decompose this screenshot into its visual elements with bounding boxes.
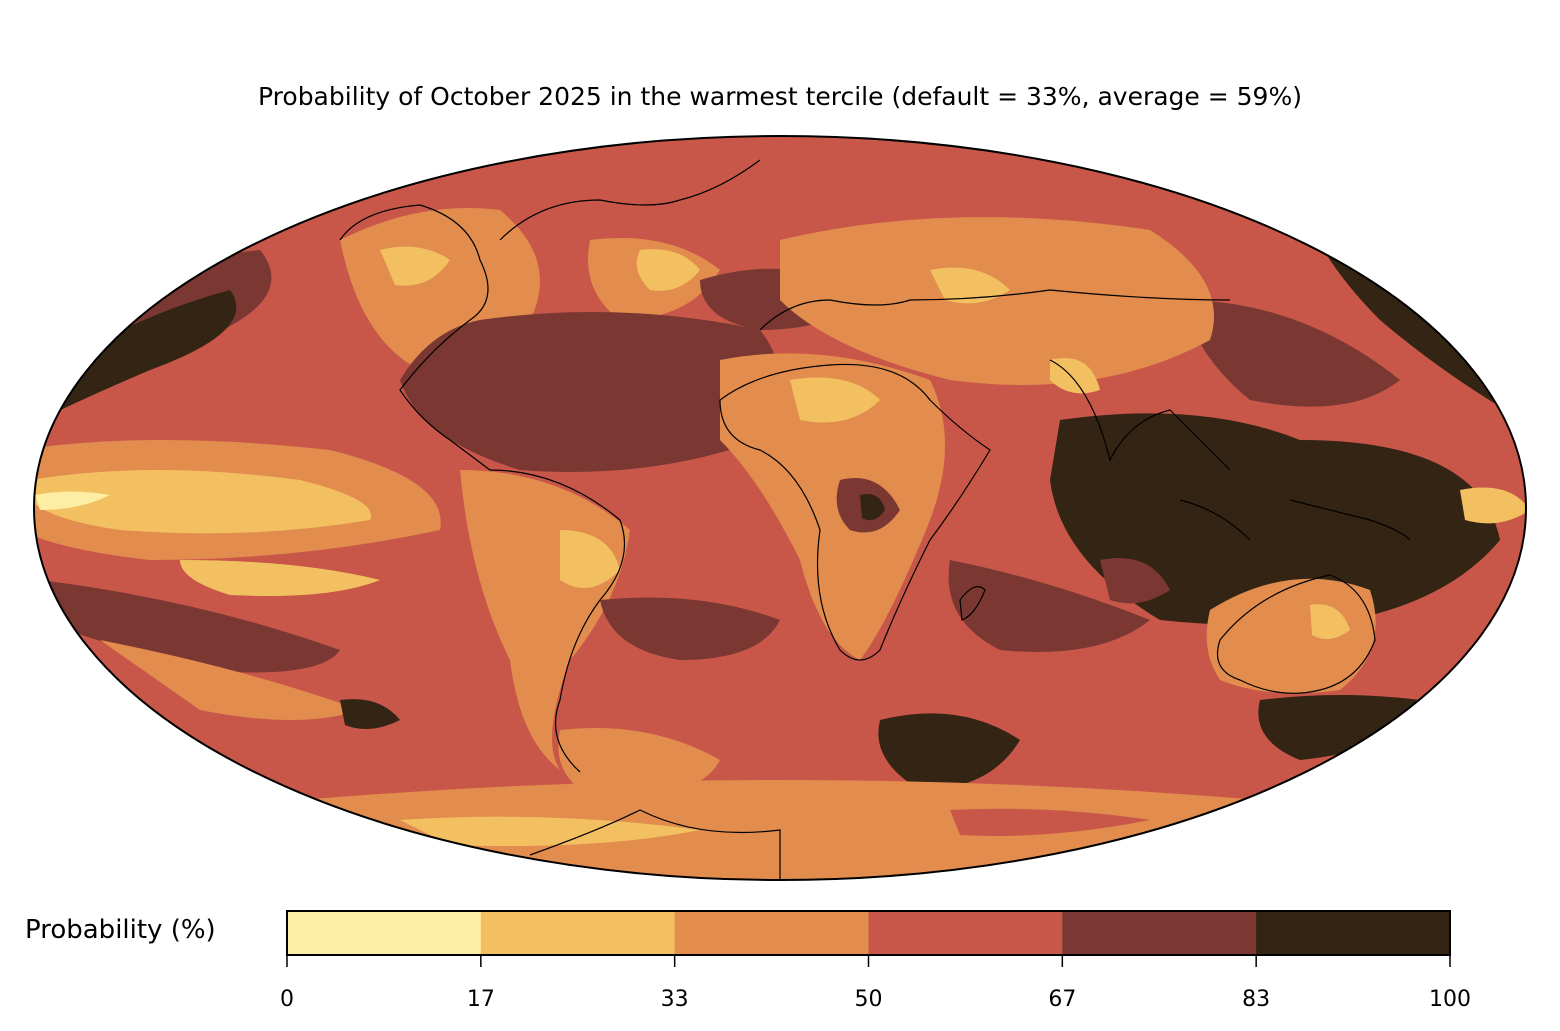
map-title: Probability of October 2025 in the warme…: [258, 82, 1302, 111]
colorbar-bin-67-83: [1062, 911, 1257, 955]
probability-field: [34, 136, 1526, 880]
colorbar-tick-label: 0: [280, 987, 294, 1012]
colorbar-tick-label: 50: [854, 987, 883, 1012]
colorbar-label: Probability (%): [25, 915, 216, 945]
colorbar-tick-label: 83: [1242, 987, 1271, 1012]
coastlines: [339, 159, 1411, 880]
colorbar-frame: [286, 910, 1451, 956]
colorbar-bin-33-50: [674, 911, 869, 955]
colorbar-bin-50-67: [868, 911, 1063, 955]
colorbar-bin-0-17: [287, 911, 482, 955]
colorbar-tick-label: 67: [1048, 987, 1077, 1012]
probability-map: [33, 135, 1527, 881]
colorbar-tick-label: 100: [1429, 987, 1471, 1012]
colorbar-bin-17-33: [480, 911, 676, 955]
colorbar-tick-label: 33: [660, 987, 689, 1012]
map-frame: [33, 135, 1527, 881]
colorbar-bin-83-100: [1256, 911, 1451, 955]
colorbar-tick-label: 17: [466, 987, 495, 1012]
